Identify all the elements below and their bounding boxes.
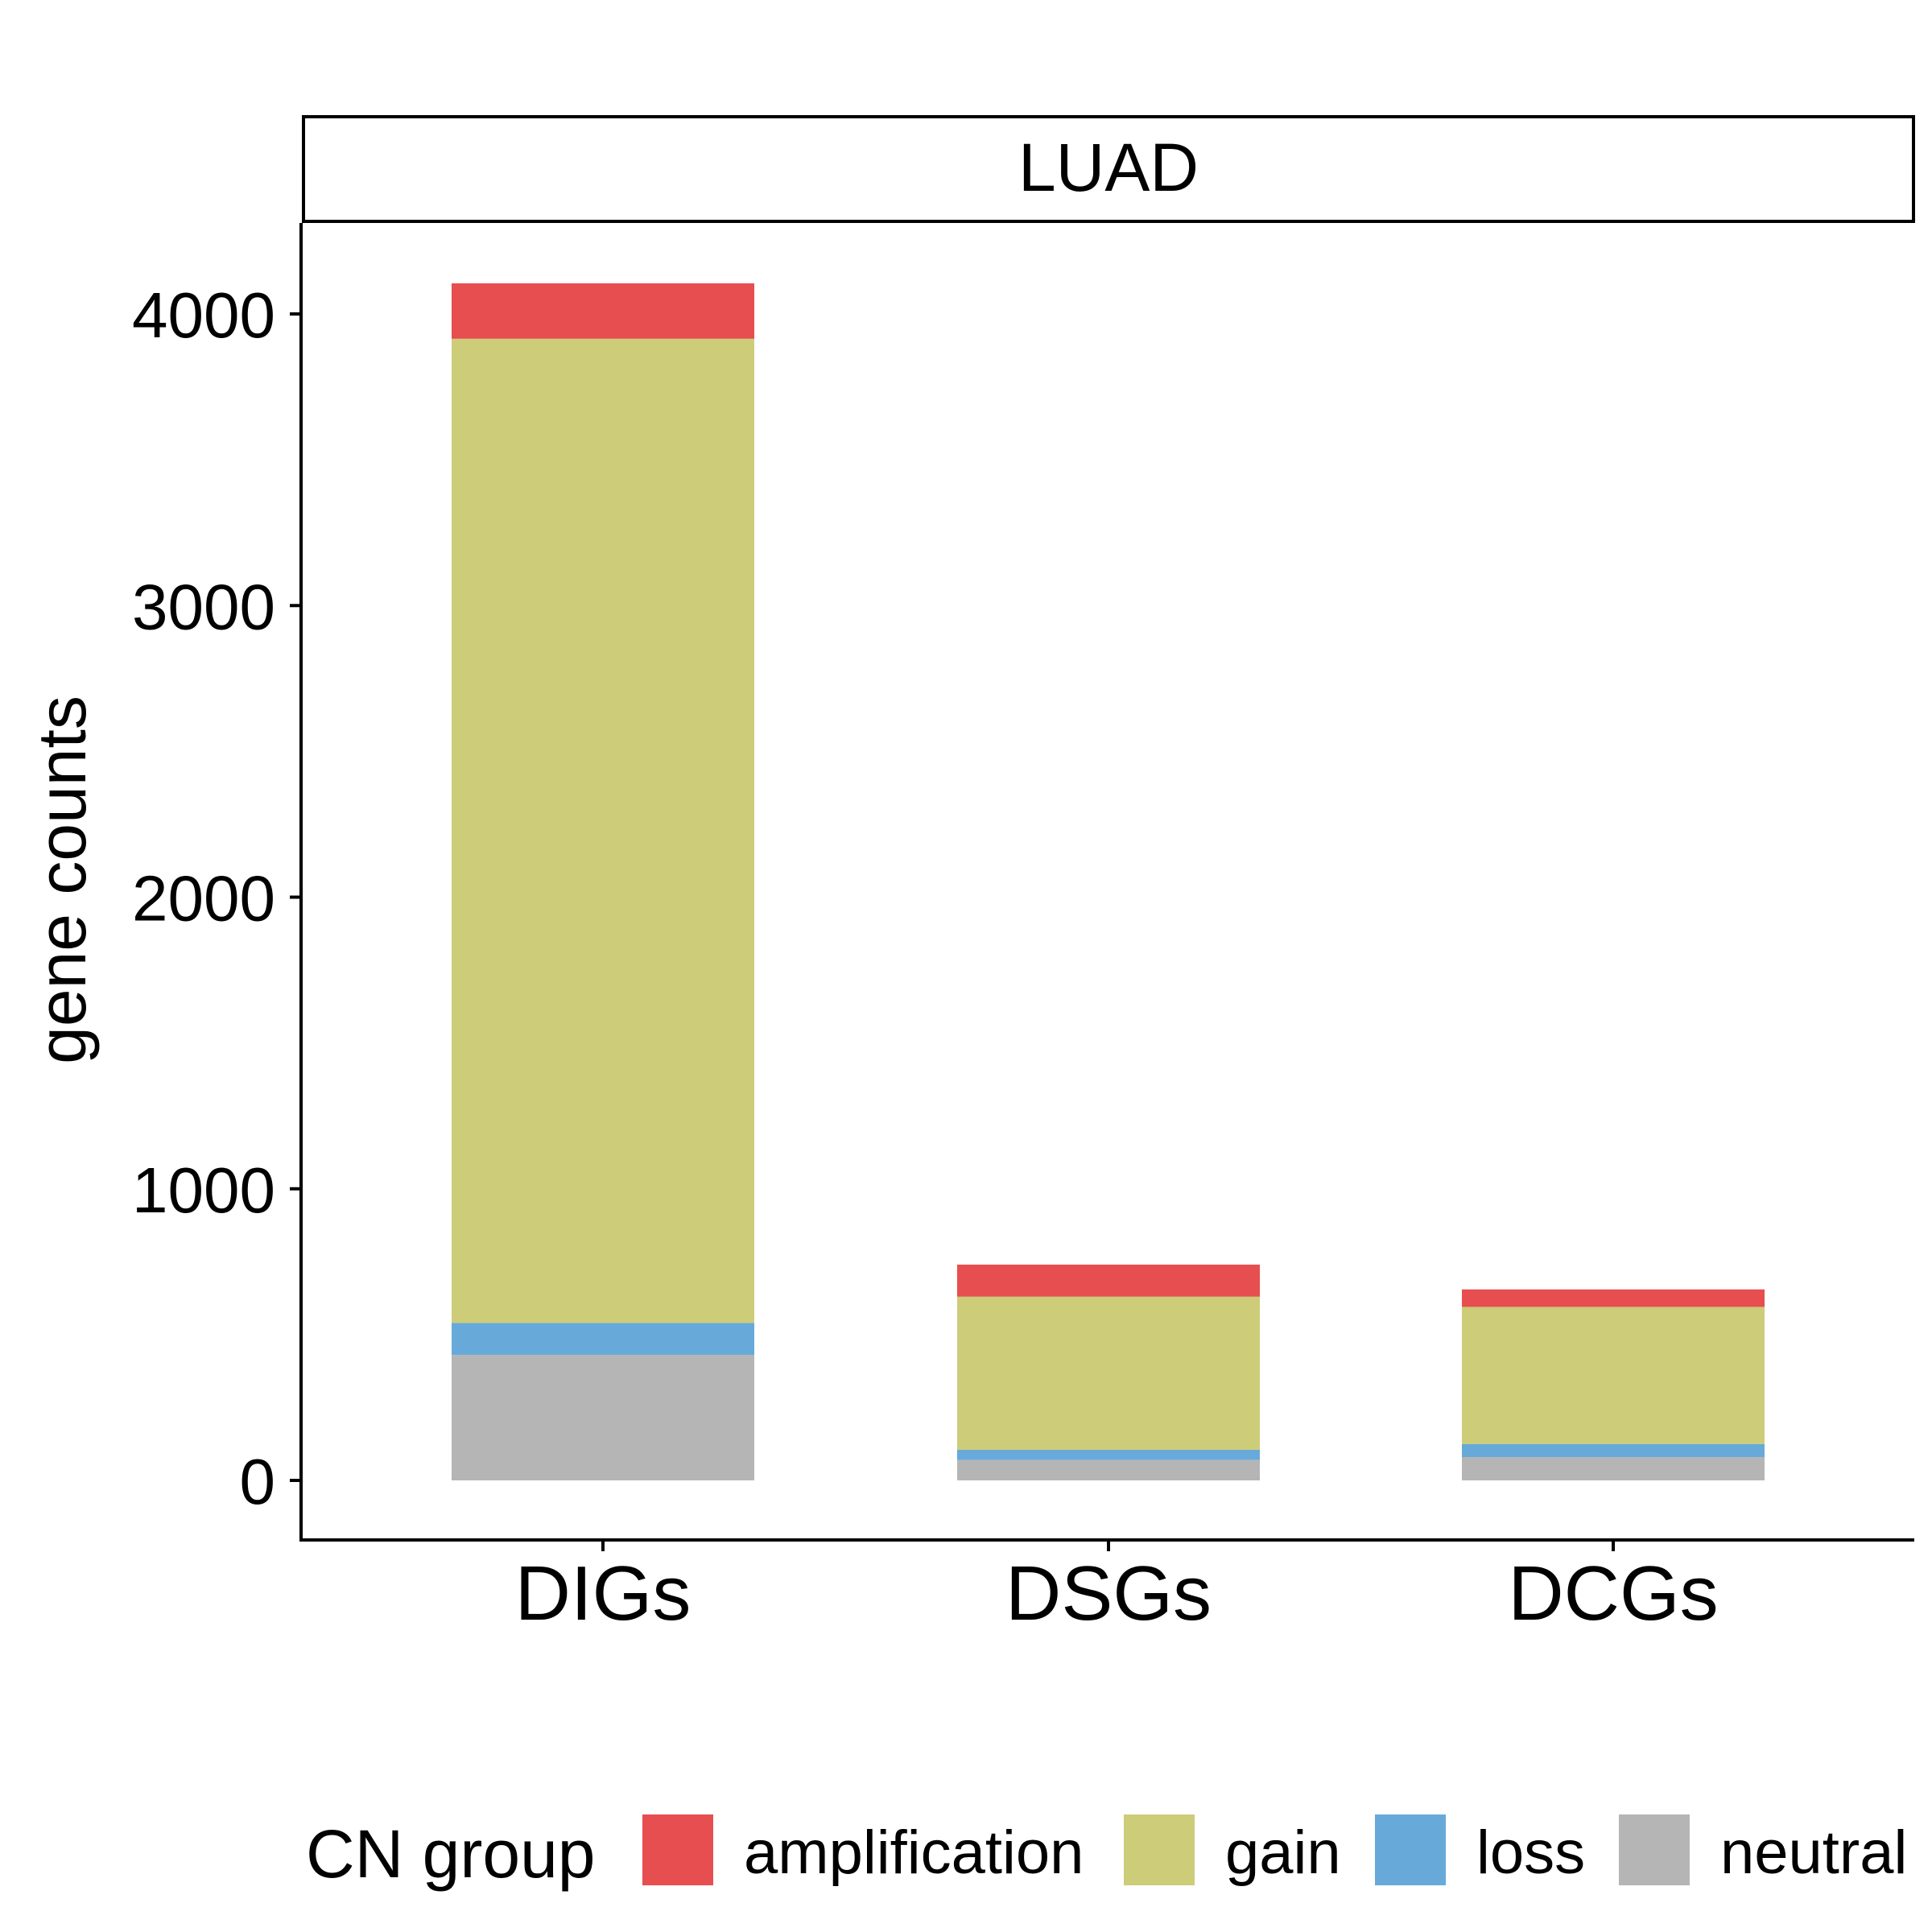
y-tick-label: 3000	[132, 571, 275, 642]
bar-dsgs-loss	[957, 1449, 1260, 1460]
legend: CN group amplification gain loss neutral	[306, 1814, 1907, 1892]
y-tick-label: 1000	[132, 1154, 275, 1226]
legend-key-gain	[1124, 1814, 1195, 1885]
y-ticks-layer: 0 1000 2000 3000 4000	[132, 279, 301, 1517]
x-tick-label-dcgs: DCGs	[1508, 1550, 1718, 1637]
legend-key-amplification	[642, 1814, 713, 1885]
y-tick-label: 0	[240, 1446, 276, 1517]
bar-digs-neutral	[452, 1355, 754, 1480]
x-tick-label-digs: DIGs	[515, 1550, 691, 1637]
bar-dcgs-gain	[1462, 1307, 1765, 1444]
bar-dcgs-amplification	[1462, 1289, 1765, 1307]
bar-dsgs-neutral	[957, 1459, 1260, 1480]
bar-digs-gain	[452, 338, 754, 1323]
x-ticks-layer: DIGs DSGs DCGs	[515, 1540, 1719, 1637]
y-axis-title: gene counts	[24, 696, 100, 1064]
legend-label-loss: loss	[1476, 1818, 1585, 1887]
bar-dcgs-loss	[1462, 1443, 1765, 1458]
y-tick-label: 2000	[132, 863, 275, 935]
facet-title: LUAD	[1018, 130, 1199, 205]
bar-dsgs-gain	[957, 1296, 1260, 1450]
legend-key-neutral	[1619, 1814, 1690, 1885]
legend-title: CN group	[306, 1816, 596, 1892]
legend-label-neutral: neutral	[1720, 1818, 1907, 1887]
legend-items: amplification gain loss neutral	[642, 1814, 1907, 1887]
y-tick-label: 4000	[132, 279, 275, 351]
legend-key-loss	[1375, 1814, 1446, 1885]
bars-layer	[452, 283, 1765, 1480]
facet-strip	[302, 115, 1915, 223]
x-tick-label-dsgs: DSGs	[1005, 1550, 1212, 1637]
bar-dsgs-amplification	[957, 1264, 1260, 1297]
bar-digs-loss	[452, 1323, 754, 1356]
bar-dcgs-neutral	[1462, 1457, 1765, 1480]
legend-label-gain: gain	[1225, 1818, 1341, 1887]
legend-label-amplification: amplification	[744, 1818, 1084, 1887]
bar-digs-amplification	[452, 283, 754, 339]
